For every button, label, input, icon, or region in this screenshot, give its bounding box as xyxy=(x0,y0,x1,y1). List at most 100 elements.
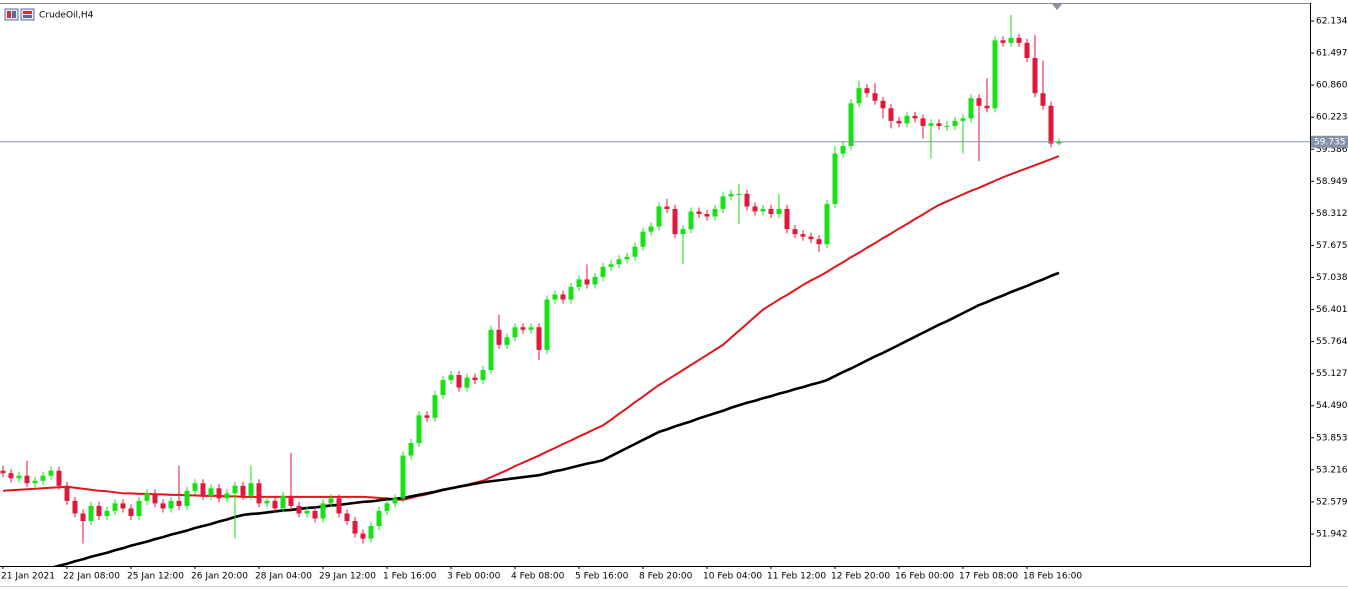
y-tick-label: 55.127 xyxy=(1316,369,1348,379)
candle-body xyxy=(392,498,398,504)
y-tick-label: 60.223 xyxy=(1316,113,1348,123)
candle-body xyxy=(1024,42,1030,58)
candle-body xyxy=(808,236,814,240)
candle-body xyxy=(368,526,374,539)
candle-body xyxy=(8,473,14,479)
candle-body xyxy=(776,208,782,214)
candle-body xyxy=(664,206,670,209)
x-tick-label: 3 Feb 00:00 xyxy=(447,572,501,582)
candle-body xyxy=(704,213,710,217)
y-tick-label: 53.853 xyxy=(1316,433,1348,443)
candle-body xyxy=(176,500,182,506)
candle-body xyxy=(712,208,718,217)
candle-body xyxy=(928,123,934,126)
y-tick-label: 58.949 xyxy=(1316,177,1348,187)
plot-area xyxy=(0,15,1062,566)
candle-body xyxy=(384,503,390,511)
candle-body xyxy=(256,483,262,504)
candle-body xyxy=(976,98,982,106)
y-tick-label: 51.942 xyxy=(1316,529,1348,539)
candle-body xyxy=(584,279,590,285)
candle-body xyxy=(512,327,518,338)
candle-body xyxy=(24,475,30,484)
candle-body xyxy=(648,226,654,232)
candle-body xyxy=(488,329,494,371)
y-tick-label: 57.038 xyxy=(1316,273,1348,283)
candle-body xyxy=(1032,57,1038,94)
candle-body xyxy=(232,485,238,494)
candle-body xyxy=(240,485,246,496)
candle-body xyxy=(640,231,646,247)
candle-body xyxy=(1000,40,1006,43)
candle-body xyxy=(544,299,550,350)
y-tick-label: 53.216 xyxy=(1316,465,1348,475)
candle-body xyxy=(280,495,286,509)
candle-body xyxy=(440,380,446,396)
candle-body xyxy=(528,327,534,330)
candle-body xyxy=(728,193,734,197)
candle-body xyxy=(608,264,614,267)
candle-body xyxy=(520,327,526,330)
candle-body xyxy=(352,521,358,534)
x-tick-label: 17 Feb 08:00 xyxy=(959,572,1018,582)
candle-body xyxy=(632,246,638,257)
candle-body xyxy=(168,500,174,509)
y-tick-label: 62.134 xyxy=(1316,17,1348,27)
candle-body xyxy=(688,211,694,230)
candle-body xyxy=(920,118,926,126)
candle-body xyxy=(672,208,678,235)
candle-body xyxy=(312,510,318,519)
candle-body xyxy=(72,500,78,514)
candle-body xyxy=(952,120,958,126)
y-tick-label: 61.497 xyxy=(1316,49,1348,59)
x-tick-label: 1 Feb 16:00 xyxy=(383,572,437,582)
candle-body xyxy=(904,115,910,124)
candle-body xyxy=(248,483,254,496)
candle-body xyxy=(656,206,662,227)
candle-body xyxy=(576,279,582,287)
x-tick-label: 21 Jan 2021 xyxy=(1,572,55,582)
x-tick-label: 18 Feb 16:00 xyxy=(1023,572,1082,582)
candle-body xyxy=(832,153,838,204)
x-tick-label: 16 Feb 00:00 xyxy=(895,572,954,582)
candle-body xyxy=(984,105,990,109)
candle-body xyxy=(784,208,790,230)
candle-body xyxy=(536,327,542,350)
candle-body xyxy=(560,294,566,300)
chart-title: CrudeOil,H4 xyxy=(39,11,94,21)
x-tick-label: 8 Feb 20:00 xyxy=(639,572,693,582)
candle-body xyxy=(432,395,438,418)
candle-body xyxy=(624,256,630,260)
candle-body xyxy=(768,208,774,214)
candle-body xyxy=(152,493,158,504)
candle-body xyxy=(824,203,830,245)
y-tick-label: 54.490 xyxy=(1316,401,1348,411)
y-tick-label: 55.764 xyxy=(1316,337,1348,347)
candle-body xyxy=(264,500,270,504)
candle-body xyxy=(120,503,126,509)
x-tick-label: 5 Feb 16:00 xyxy=(575,572,629,582)
x-tick-label: 28 Jan 04:00 xyxy=(255,572,312,582)
candle-body xyxy=(912,115,918,119)
candle-body xyxy=(16,475,22,479)
candle-body xyxy=(896,120,902,124)
candle-body xyxy=(840,146,846,154)
candle-body xyxy=(552,294,558,300)
candle-body xyxy=(296,505,302,514)
candle-body xyxy=(872,93,878,101)
candle-body xyxy=(408,442,414,456)
candle-body xyxy=(112,503,118,511)
candle-body xyxy=(224,493,230,499)
candle-body xyxy=(200,483,206,496)
candle-body xyxy=(888,108,894,121)
candle-body xyxy=(400,455,406,499)
candle-body xyxy=(1048,105,1054,144)
candle-body xyxy=(416,415,422,443)
x-tick-label: 26 Jan 20:00 xyxy=(191,572,248,582)
candle-body xyxy=(1056,141,1062,144)
y-tick-label: 56.401 xyxy=(1316,305,1348,315)
candle-body xyxy=(56,470,62,486)
candle-body xyxy=(448,375,454,381)
x-tick-label: 12 Feb 20:00 xyxy=(831,572,890,582)
